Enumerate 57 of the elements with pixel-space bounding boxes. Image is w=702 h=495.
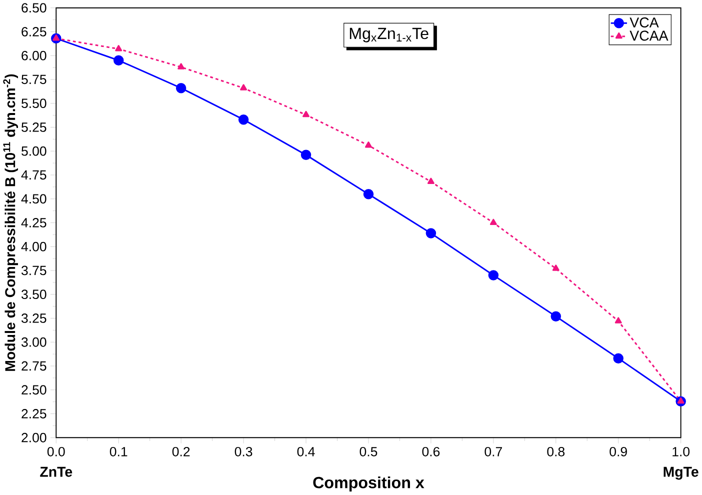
point (240, 84, 248, 91)
x-tick-label: 0.6 (422, 447, 440, 457)
y-tick-label: 4.25 (21, 218, 46, 228)
y-tick-label: 2.00 (22, 433, 46, 443)
x-axis-title: Composition x (313, 476, 424, 492)
y-tick-label: 2.50 (22, 385, 46, 395)
point (178, 63, 185, 70)
point (115, 45, 122, 52)
x-tick-label: 0.2 (172, 447, 190, 457)
y-tick-label: 6.25 (22, 27, 46, 37)
legend-label: VCA (630, 18, 659, 28)
text: ZnTe (40, 467, 72, 478)
point (113, 55, 124, 66)
y-tick-label: 2.75 (22, 361, 46, 371)
point (52, 34, 60, 41)
point (176, 83, 186, 94)
x-tick-label: 0.4 (297, 447, 315, 457)
point (550, 311, 562, 322)
y-tick-label: 6.50 (22, 3, 46, 13)
y-tick-label: 2.25 (22, 409, 46, 419)
point (490, 219, 497, 226)
x-tick-label: 0.0 (47, 447, 65, 457)
y-tick-label: 4.50 (21, 194, 46, 204)
point (613, 353, 624, 364)
legend-label: VCAA (630, 30, 668, 41)
point (488, 270, 499, 281)
point (427, 178, 434, 184)
x-tick-label: 0.9 (610, 447, 627, 457)
y-tick-label: 3.00 (21, 338, 46, 347)
text: MgTe (664, 467, 698, 480)
y-axis-title: Module de Compressibilité B (10$^{11}$ dyn.cm$^{-2}$) (3, 74, 18, 372)
x-tick-label: 0.3 (234, 447, 252, 457)
x-tick-label: 1.0 (672, 447, 690, 457)
y-tick-label: 3.25 (21, 314, 46, 324)
point (426, 228, 436, 239)
point (302, 111, 310, 118)
point (238, 114, 249, 125)
x-tick-label: 0.7 (484, 447, 502, 457)
x-tick-label: 0.5 (360, 447, 378, 457)
point (363, 189, 374, 200)
y-tick-label: 3.75 (21, 266, 46, 276)
y-tick-label: 5.75 (22, 75, 46, 84)
point (614, 317, 622, 324)
annotation: Mg$_{x}$Zn$_{1-x}$Te (350, 28, 428, 43)
y-tick-label: 5.25 (22, 122, 46, 132)
x-tick-label: 0.8 (547, 447, 565, 457)
point (365, 142, 372, 148)
point (300, 150, 312, 160)
y-tick-label: 5.00 (22, 146, 46, 156)
y-tick-label: 3.50 (21, 290, 46, 300)
point (677, 398, 684, 404)
y-tick-label: 6.00 (22, 51, 46, 60)
point (552, 264, 560, 272)
y-tick-label: 4.00 (21, 242, 46, 252)
y-tick-label: 4.75 (21, 170, 46, 180)
y-tick-label: 5.50 (22, 98, 46, 108)
x-tick-label: 0.1 (110, 447, 128, 457)
